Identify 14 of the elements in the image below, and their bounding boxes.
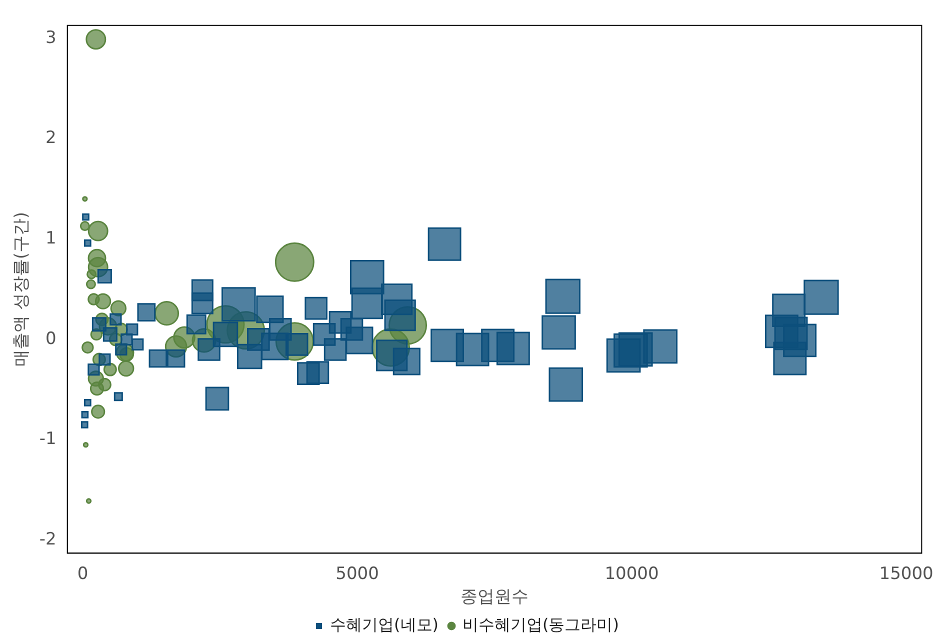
y-tick-label: 1 <box>46 228 56 248</box>
x-tick-label: 0 <box>77 564 88 584</box>
y-tick-label: 0 <box>46 328 56 349</box>
x-tick-label: 5000 <box>336 564 379 584</box>
y-axis-title: 매출액 성장률(구간) <box>12 212 32 367</box>
y-tick-label: 2 <box>46 128 56 148</box>
y-tick-label: -1 <box>39 429 56 450</box>
y-tick-label: 3 <box>46 28 56 48</box>
x-tick-label: 10000 <box>604 564 659 584</box>
legend-label: 수혜기업(네모) <box>330 615 438 634</box>
legend-label: 비수혜기업(동그라미) <box>462 615 619 634</box>
x-axis-title: 종업원수 <box>460 587 529 608</box>
y-tick-label: -2 <box>39 530 56 550</box>
x-tick-label: 15000 <box>879 564 934 584</box>
